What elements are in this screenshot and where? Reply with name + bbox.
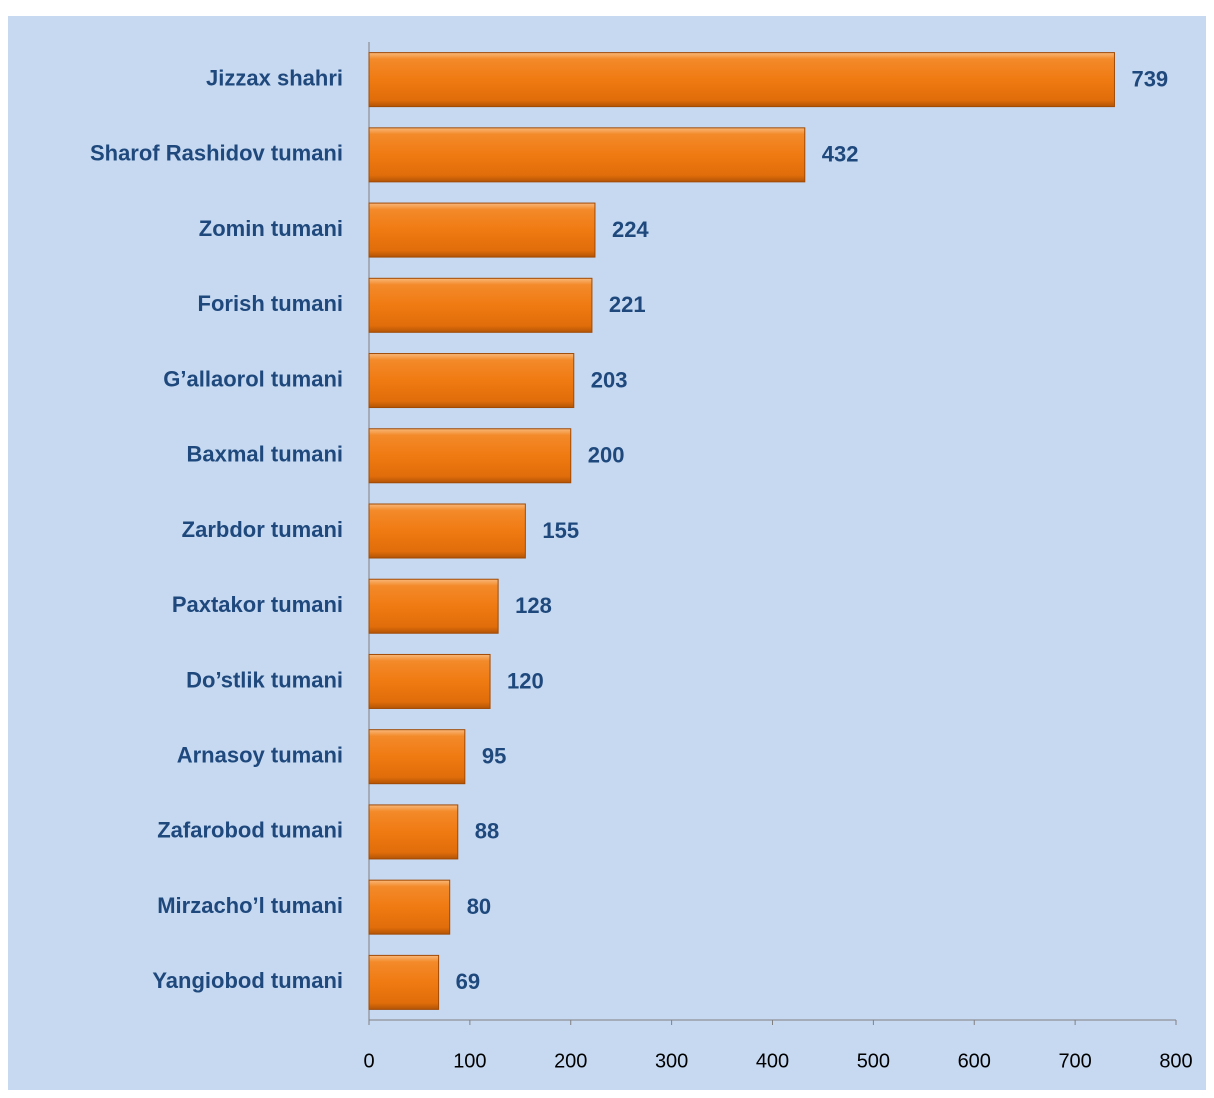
value-label: 155	[542, 518, 579, 543]
y-tick-label: Arnasoy tumani	[177, 743, 343, 768]
value-label: 128	[515, 593, 552, 618]
y-tick-label: Baxmal tumani	[187, 442, 344, 467]
value-label: 221	[609, 292, 646, 317]
value-label: 203	[591, 367, 628, 392]
bar	[368, 503, 526, 559]
y-tick-label: Paxtakor tumani	[172, 592, 343, 617]
x-tick-label: 800	[1159, 1050, 1192, 1072]
plot-background	[8, 16, 1206, 1090]
x-tick-label: 300	[655, 1050, 688, 1072]
bar	[368, 428, 572, 484]
bar	[368, 127, 806, 183]
value-label: 120	[507, 668, 544, 693]
bar	[368, 954, 440, 1010]
y-tick-label: Zarbdor tumani	[182, 517, 343, 542]
value-label: 80	[467, 894, 491, 919]
y-tick-label: Yangiobod tumani	[152, 968, 343, 993]
value-label: 200	[588, 443, 625, 468]
x-tick-label: 600	[958, 1050, 991, 1072]
value-label: 224	[612, 217, 649, 242]
x-tick-label: 700	[1058, 1050, 1091, 1072]
bar	[368, 804, 459, 860]
y-tick-label: G’allaorol tumani	[163, 366, 343, 391]
y-tick-label: Do’stlik tumani	[186, 667, 343, 692]
value-label: 739	[1131, 66, 1168, 91]
x-tick-label: 400	[756, 1050, 789, 1072]
x-tick-label: 100	[453, 1050, 486, 1072]
bar	[368, 729, 466, 785]
x-tick-label: 200	[554, 1050, 587, 1072]
bar	[368, 653, 491, 709]
x-tick-label: 500	[857, 1050, 890, 1072]
value-label: 88	[475, 819, 499, 844]
y-tick-label: Zomin tumani	[199, 216, 343, 241]
bar	[368, 277, 593, 333]
value-label: 95	[482, 744, 506, 769]
x-tick-label: 0	[363, 1050, 374, 1072]
y-tick-label: Mirzacho’l tumani	[157, 893, 343, 918]
value-label: 69	[456, 969, 480, 994]
bar	[368, 353, 575, 409]
bar	[368, 202, 596, 258]
bar	[368, 578, 499, 634]
value-label: 432	[822, 142, 859, 167]
y-tick-label: Forish tumani	[198, 291, 343, 316]
y-tick-label: Jizzax shahri	[206, 65, 343, 90]
y-tick-label: Zafarobod tumani	[157, 818, 343, 843]
bar	[368, 52, 1115, 108]
y-tick-label: Sharof Rashidov tumani	[90, 141, 343, 166]
bar	[368, 879, 451, 935]
